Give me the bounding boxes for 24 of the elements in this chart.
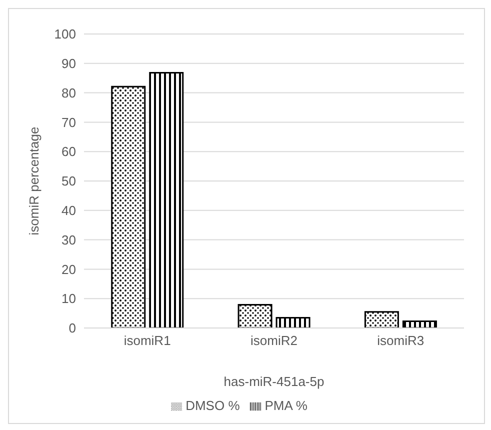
bar: [238, 304, 272, 328]
y-tick-label: 100: [54, 26, 76, 42]
y-tick-label: 80: [62, 85, 76, 100]
y-tick-label: 0: [68, 320, 76, 336]
x-axis-title: has-miR-451a-5p: [224, 374, 324, 389]
bar: [402, 320, 437, 328]
y-axis-title: isomiR percentage: [26, 126, 42, 236]
x-tick-label: isomiR1: [124, 333, 171, 348]
y-tick-label: 90: [62, 56, 76, 72]
x-tick-label: isomiR3: [377, 333, 424, 348]
y-tick-label: 60: [62, 144, 76, 160]
y-tick-label: 10: [62, 291, 76, 306]
bar: [364, 311, 399, 328]
y-tick-label: 30: [62, 232, 76, 248]
legend-label: DMSO %: [186, 398, 240, 413]
bar: [149, 72, 184, 328]
y-tick-label: 50: [62, 174, 76, 189]
x-tick-label: isomiR2: [250, 333, 298, 348]
y-tick-label: 70: [62, 114, 76, 130]
bar: [111, 86, 146, 328]
y-tick-label: 20: [62, 262, 76, 277]
y-tick-label: 40: [62, 203, 76, 218]
bar: [276, 316, 310, 328]
legend-label: PMA %: [264, 398, 308, 413]
